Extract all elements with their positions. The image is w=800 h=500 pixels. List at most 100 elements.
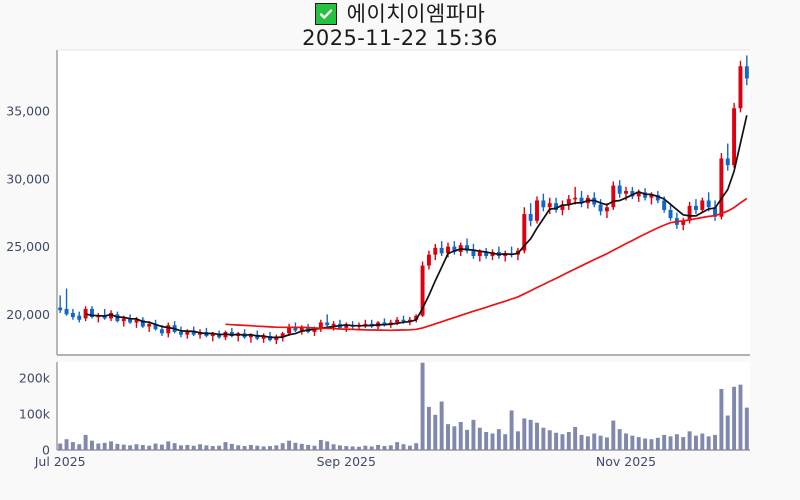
volume-bar <box>407 445 412 450</box>
volume-bar <box>382 446 387 450</box>
volume-bar <box>242 446 247 450</box>
volume-bar <box>439 401 444 450</box>
volume-bar <box>655 437 660 450</box>
volume-bar <box>624 433 628 450</box>
candle-body <box>407 319 412 322</box>
candle-body <box>687 205 692 221</box>
candle-body <box>522 214 527 251</box>
price-y-tick-label: 25,000 <box>6 239 50 254</box>
candle-body <box>484 251 489 257</box>
volume-bar <box>261 446 266 450</box>
volume-bar <box>121 444 126 450</box>
candle-body <box>560 204 565 210</box>
volume-bar <box>248 444 253 450</box>
candle-body <box>535 200 539 221</box>
volume-bar <box>452 426 457 450</box>
volume-bar <box>388 445 393 450</box>
volume-bar <box>58 443 63 450</box>
volume-bar <box>357 446 361 450</box>
volume-bar <box>293 442 298 450</box>
candle-body <box>471 250 476 257</box>
volume-bar <box>725 415 730 450</box>
candle-body <box>121 318 126 322</box>
volume-bar <box>325 441 330 450</box>
volume-bar <box>376 444 381 450</box>
volume-bar <box>191 445 196 450</box>
volume-bar <box>515 431 520 450</box>
candle-body <box>655 195 660 201</box>
candle-body <box>166 325 171 334</box>
volume-bar <box>274 445 279 450</box>
volume-bar <box>643 438 648 450</box>
candle-body <box>433 247 438 255</box>
volume-bar <box>693 435 698 450</box>
volume-bar <box>318 439 323 450</box>
volume-bar <box>598 435 603 450</box>
x-tick-label: Jul 2025 <box>34 454 86 469</box>
candle-body <box>681 220 686 225</box>
candle-body <box>210 333 215 337</box>
volume-bar <box>153 443 158 450</box>
volume-bar <box>299 443 304 450</box>
volume-bar <box>700 433 705 450</box>
candle-body <box>89 308 94 318</box>
volume-bar <box>363 445 368 450</box>
volume-bar <box>554 432 559 450</box>
price-y-tick-label: 30,000 <box>6 171 50 186</box>
candle-body <box>191 330 196 335</box>
candle-body <box>744 66 749 79</box>
candle-body <box>128 318 133 323</box>
volume-bar <box>744 407 749 450</box>
candle-body <box>325 322 330 326</box>
volume-bar <box>198 444 203 450</box>
candle-body <box>83 308 88 319</box>
candle-body <box>693 205 698 210</box>
candle-body <box>446 246 450 254</box>
volume-bar <box>159 444 164 450</box>
volume-bar <box>522 418 527 450</box>
volume-bar <box>255 445 260 450</box>
candle-body <box>77 315 82 320</box>
volume-bar <box>674 434 679 450</box>
volume-bar <box>172 443 177 450</box>
volume-bar <box>503 434 508 450</box>
volume-bar <box>490 433 495 450</box>
volume-bar <box>395 442 400 450</box>
candle-body <box>414 315 419 320</box>
volume-bar <box>331 444 336 450</box>
volume-bar <box>687 431 692 450</box>
candle-body <box>668 209 673 219</box>
candle-body <box>624 190 628 194</box>
price-panel-background <box>57 50 750 355</box>
volume-bar <box>458 421 463 450</box>
candle-body <box>732 108 737 166</box>
candle-body <box>719 158 724 217</box>
volume-bar <box>681 437 686 450</box>
candle-body <box>344 325 349 328</box>
volume-bar <box>668 436 673 450</box>
volume-bar <box>630 435 635 450</box>
candle-body <box>147 323 152 327</box>
volume-bar <box>414 443 419 450</box>
volume-bar <box>350 446 355 450</box>
volume-bar <box>185 444 190 450</box>
candle-body <box>566 199 571 205</box>
candle-body <box>713 207 718 217</box>
volume-bar <box>732 386 737 450</box>
volume-bar <box>713 434 718 450</box>
volume-bar <box>109 441 114 450</box>
volume-bar <box>573 427 578 450</box>
volume-bar <box>96 443 101 450</box>
candle-body <box>299 327 304 331</box>
candle-body <box>611 185 616 208</box>
x-tick-label: Nov 2025 <box>596 454 656 469</box>
volume-bar <box>617 429 622 450</box>
volume-bar <box>287 440 292 450</box>
volume-bar <box>585 436 590 450</box>
volume-bar <box>662 434 667 450</box>
price-y-tick-label: 20,000 <box>6 307 50 322</box>
price-y-tick-label: 35,000 <box>6 104 50 119</box>
candle-body <box>58 307 63 311</box>
candle-body <box>630 190 635 197</box>
